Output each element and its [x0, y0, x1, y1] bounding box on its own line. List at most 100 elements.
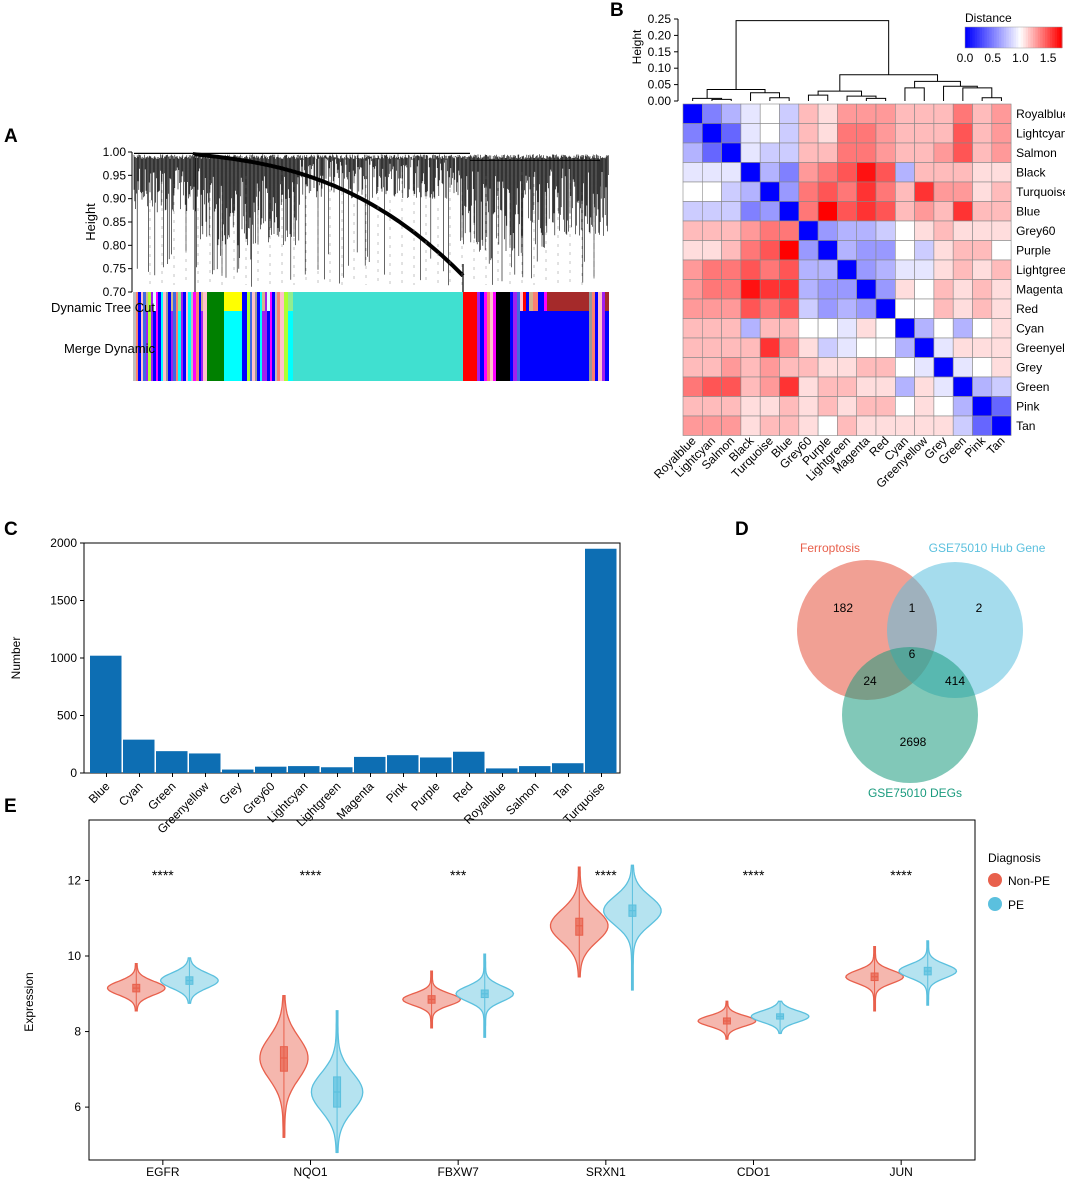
heatmap-cell	[933, 337, 954, 358]
bar-greenyellow	[189, 753, 221, 773]
heatmap-cell	[759, 142, 780, 163]
merge-dynamic-segment	[463, 311, 477, 381]
heatmap-cell	[972, 162, 993, 183]
merge-dynamic-segment	[547, 311, 589, 381]
venn-count-all-three: 6	[909, 647, 916, 661]
heatmap-cell	[875, 220, 896, 241]
merge-dynamic-segment	[484, 311, 487, 381]
diagnosis-legend: Non-PE PE	[988, 873, 1050, 912]
dynamic-tree-cut-segment	[183, 292, 186, 311]
heatmap-cell	[798, 103, 819, 124]
merge-dynamic-segment	[589, 311, 592, 381]
merge-dynamic-segment	[156, 311, 158, 381]
dynamic-tree-cut-segment	[191, 292, 193, 311]
dynamic-tree-cut-segment	[288, 292, 293, 311]
merge-dynamic-segment	[592, 311, 595, 381]
merge-dynamic-segment	[163, 311, 166, 381]
dynamic-tree-cut-segment	[533, 292, 538, 311]
heatmap-cell	[914, 162, 935, 183]
merge-dynamic-segment	[533, 311, 538, 381]
heatmap-cell	[701, 318, 722, 339]
heatmap-cell	[972, 201, 993, 222]
dynamic-tree-cut-segment	[178, 292, 181, 311]
panel-a-tree-leaves	[133, 154, 609, 287]
merge-dynamic-segment	[252, 311, 255, 381]
significance-label: ****	[595, 867, 617, 883]
heatmap-cell	[933, 123, 954, 144]
merge-dynamic-segment	[526, 311, 529, 381]
heatmap-cell	[779, 103, 800, 124]
distance-legend-tick: 0.0	[957, 51, 974, 65]
heatmap-cell	[972, 337, 993, 358]
distance-legend-strip	[1047, 27, 1051, 48]
merge-dynamic-segment	[166, 311, 168, 381]
heatmap-cell	[779, 123, 800, 144]
dynamic-tree-cut-segment	[477, 292, 480, 311]
bar-royalblue	[486, 768, 518, 773]
distance-legend-title: Distance	[965, 11, 1012, 25]
heatmap-cell	[914, 123, 935, 144]
heatmap-cell	[875, 318, 896, 339]
heatmap-cell	[740, 337, 761, 358]
dynamic-tree-cut-segment	[517, 292, 520, 311]
heatmap-cell	[701, 279, 722, 300]
panel-a-ylabel: Height	[83, 203, 98, 241]
merge-dynamic-segment	[181, 311, 183, 381]
merge-dynamic-segment	[168, 311, 171, 381]
heatmap-cell	[779, 318, 800, 339]
merge-dynamic-segment	[178, 311, 181, 381]
heatmap-cell	[952, 201, 973, 222]
heatmap-cell	[972, 376, 993, 397]
panel-letter-b: B	[610, 0, 624, 21]
panel-b-height-label: 0.00	[648, 94, 672, 108]
heatmap-cell	[817, 142, 838, 163]
heatmap-cell	[817, 201, 838, 222]
heatmap-cell	[701, 396, 722, 417]
heatmap-cell	[779, 240, 800, 261]
heatmap-cell	[933, 396, 954, 417]
heatmap-cell	[682, 142, 703, 163]
dynamic-tree-cut-segment	[520, 292, 523, 311]
heatmap-cell	[837, 142, 858, 163]
distance-legend-strip	[1001, 27, 1005, 48]
heatmap-cell	[779, 337, 800, 358]
merge-dynamic-segment	[151, 311, 153, 381]
bar-label: Pink	[383, 779, 410, 806]
heatmap-cell	[875, 259, 896, 280]
heatmap-cell	[991, 162, 1012, 183]
merge-dynamic-segment	[293, 311, 463, 381]
venn-circle-degs	[842, 647, 978, 783]
panel-e-labels: EGFR **** NQO1 **** FBXW7 *** SRXN1 **** CDO1 ***…	[146, 867, 913, 1179]
panel-b-height-label: 0.20	[648, 28, 672, 42]
heatmap-cell	[798, 376, 819, 397]
heatmap-cell	[991, 240, 1012, 261]
panel-a-ytick-label: 1.00	[103, 145, 127, 159]
heatmap-cell	[779, 415, 800, 436]
heatmap-cell	[837, 337, 858, 358]
heatmap-cell	[914, 201, 935, 222]
heatmap-cell	[894, 415, 915, 436]
heatmap-cell	[701, 162, 722, 183]
dynamic-tree-cut-segment	[262, 292, 265, 311]
dynamic-tree-cut-segment	[529, 292, 533, 311]
heatmap-cell	[817, 415, 838, 436]
distance-legend-strip	[1015, 27, 1019, 48]
heatmap-cell	[856, 396, 877, 417]
distance-legend-tick: 1.0	[1012, 51, 1029, 65]
panel-c-ytick-label: 1500	[50, 594, 77, 608]
heatmap-cell	[701, 240, 722, 261]
heatmap-cell	[817, 103, 838, 124]
heatmap-cell	[837, 357, 858, 378]
heatmap-cell	[856, 220, 877, 241]
heatmap-cell	[701, 376, 722, 397]
merge-dynamic-segment	[288, 311, 293, 381]
heatmap-cell	[682, 162, 703, 183]
heatmap-cell	[682, 201, 703, 222]
merge-dynamic-segment	[171, 311, 173, 381]
heatmap-cell	[894, 396, 915, 417]
heatmap-cell	[740, 142, 761, 163]
heatmap-cell	[817, 396, 838, 417]
bar-label: Cyan	[116, 779, 146, 809]
bar-blue	[90, 655, 122, 773]
panel-b-dendro-link	[711, 98, 732, 101]
